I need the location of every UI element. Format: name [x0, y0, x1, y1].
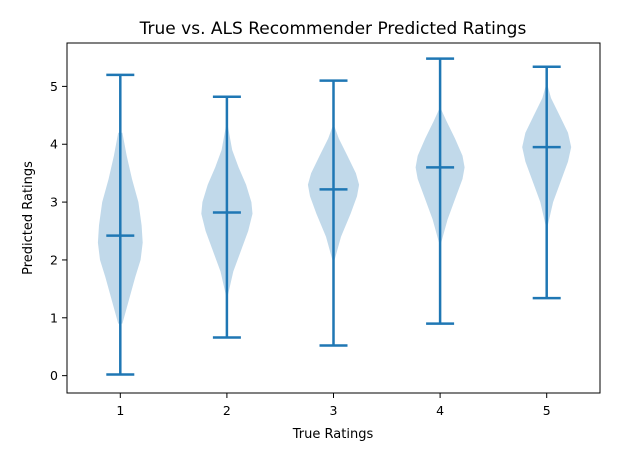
y-tick-label: 0	[50, 368, 58, 383]
y-axis-ticks: 0 1 2 3 4 5	[50, 79, 67, 383]
chart-title: True vs. ALS Recommender Predicted Ratin…	[139, 19, 527, 39]
x-axis-label: True Ratings	[292, 427, 374, 442]
y-tick-label: 4	[50, 137, 58, 152]
x-axis-ticks: 1 2 3 4 5	[116, 393, 551, 418]
x-tick-label: 4	[436, 403, 444, 418]
x-tick-label: 2	[223, 403, 231, 418]
x-tick-label: 5	[543, 403, 551, 418]
y-tick-label: 5	[50, 79, 58, 94]
violins-group	[97, 57, 572, 376]
y-tick-label: 1	[50, 310, 58, 325]
y-tick-label: 3	[50, 195, 58, 210]
y-tick-label: 2	[50, 252, 58, 267]
y-axis-label: Predicted Ratings	[21, 161, 36, 275]
x-tick-label: 3	[330, 403, 338, 418]
x-tick-label: 1	[116, 403, 124, 418]
